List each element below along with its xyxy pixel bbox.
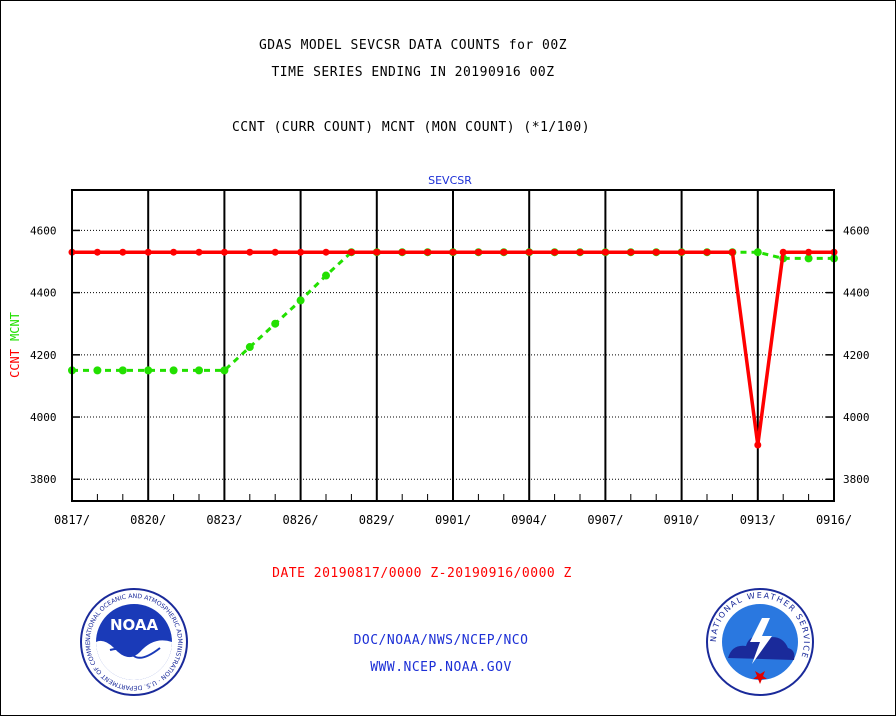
data-point-ccnt [551,248,559,256]
x-tick-label: 0913/ [740,513,776,527]
data-point-ccnt [119,248,127,256]
y-axis-label-mcnt: MCNT [8,312,22,341]
x-tick-label: 0823/ [206,513,242,527]
data-point-ccnt [246,248,254,256]
data-point-ccnt [170,248,178,256]
nws-logo-icon[interactable]: NATIONAL WEATHER SERVICE [706,588,814,696]
y-axis-label: CCNT MCNT [8,312,22,378]
chart-title-line2: TIME SERIES ENDING IN 20190916 00Z [271,65,555,80]
plot-title: SEVCSR [428,174,472,187]
data-point-mcnt [118,366,127,375]
data-point-ccnt [652,248,660,256]
data-point-ccnt [576,248,584,256]
data-point-ccnt [271,248,279,256]
y-axis-label-ccnt: CCNT [8,349,22,378]
y-tick-label-right: 4600 [843,224,870,237]
data-point-ccnt [500,248,508,256]
noaa-logo-icon[interactable]: NOAA NATIONAL OCEANIC AND ATMOSPHERIC AD… [80,588,188,696]
data-point-ccnt [754,441,762,449]
x-tick-label: 0907/ [587,513,623,527]
y-tick-label-left: 4600 [30,224,57,237]
x-tick-label: 0817/ [54,513,90,527]
data-point-mcnt [144,366,153,375]
x-tick-label: 0904/ [511,513,547,527]
data-point-mcnt [271,319,280,328]
x-tick-label: 0826/ [283,513,319,527]
data-point-ccnt [703,248,711,256]
y-tick-label-left: 4000 [30,411,57,424]
org-link[interactable]: DOC/NOAA/NWS/NCEP/NCO [353,633,529,648]
data-point-mcnt [804,254,813,263]
data-point-mcnt [296,296,305,305]
data-point-ccnt [297,248,305,256]
axes: 0817/0820/0823/0826/0829/0901/0904/0907/… [30,189,870,527]
data-point-mcnt [93,366,102,375]
x-tick-label: 0910/ [664,513,700,527]
data-point-ccnt [424,248,432,256]
grid-lines [72,190,834,501]
data-point-ccnt [678,248,686,256]
y-tick-label-left: 4200 [30,349,57,362]
data-point-mcnt [245,343,254,352]
chart-title-line1: GDAS MODEL SEVCSR DATA COUNTS for 00Z [258,38,568,53]
x-tick-label: 0901/ [435,513,471,527]
data-point-mcnt [220,366,229,375]
series-layer [68,248,838,449]
data-point-ccnt [195,248,203,256]
y-tick-label-right: 4400 [843,287,870,300]
site-link[interactable]: WWW.NCEP.NOAA.GOV [370,660,512,675]
data-point-ccnt [805,248,813,256]
plot-area-frame [71,189,835,502]
data-point-ccnt [93,248,101,256]
chart-subtitle: CCNT (CURR COUNT) MCNT (MON COUNT) (*1/1… [231,120,591,135]
svg-text:NOAA: NOAA [110,616,159,634]
y-tick-label-right: 4000 [843,411,870,424]
data-point-ccnt [779,248,787,256]
data-point-ccnt [474,248,482,256]
x-tick-label: 0829/ [359,513,395,527]
data-point-ccnt [322,248,330,256]
y-tick-label-left: 3800 [30,473,57,486]
y-tick-label-right: 4200 [843,349,870,362]
data-point-ccnt [601,248,609,256]
y-tick-label-left: 4400 [30,287,57,300]
x-axis-date-range: DATE 20190817/0000 Z-20190916/0000 Z [272,566,572,581]
data-point-ccnt [627,248,635,256]
data-point-ccnt [347,248,355,256]
x-tick-label: 0820/ [130,513,166,527]
data-point-ccnt [398,248,406,256]
data-point-ccnt [144,248,152,256]
data-point-mcnt [753,248,762,257]
data-point-ccnt [525,248,533,256]
y-tick-label-right: 3800 [843,473,870,486]
data-point-ccnt [728,248,736,256]
data-point-ccnt [220,248,228,256]
data-point-mcnt [169,366,178,375]
data-point-ccnt [373,248,381,256]
data-point-mcnt [195,366,203,375]
data-point-mcnt [322,271,330,280]
x-tick-label: 0916/ [816,513,852,527]
data-point-ccnt [449,248,457,256]
